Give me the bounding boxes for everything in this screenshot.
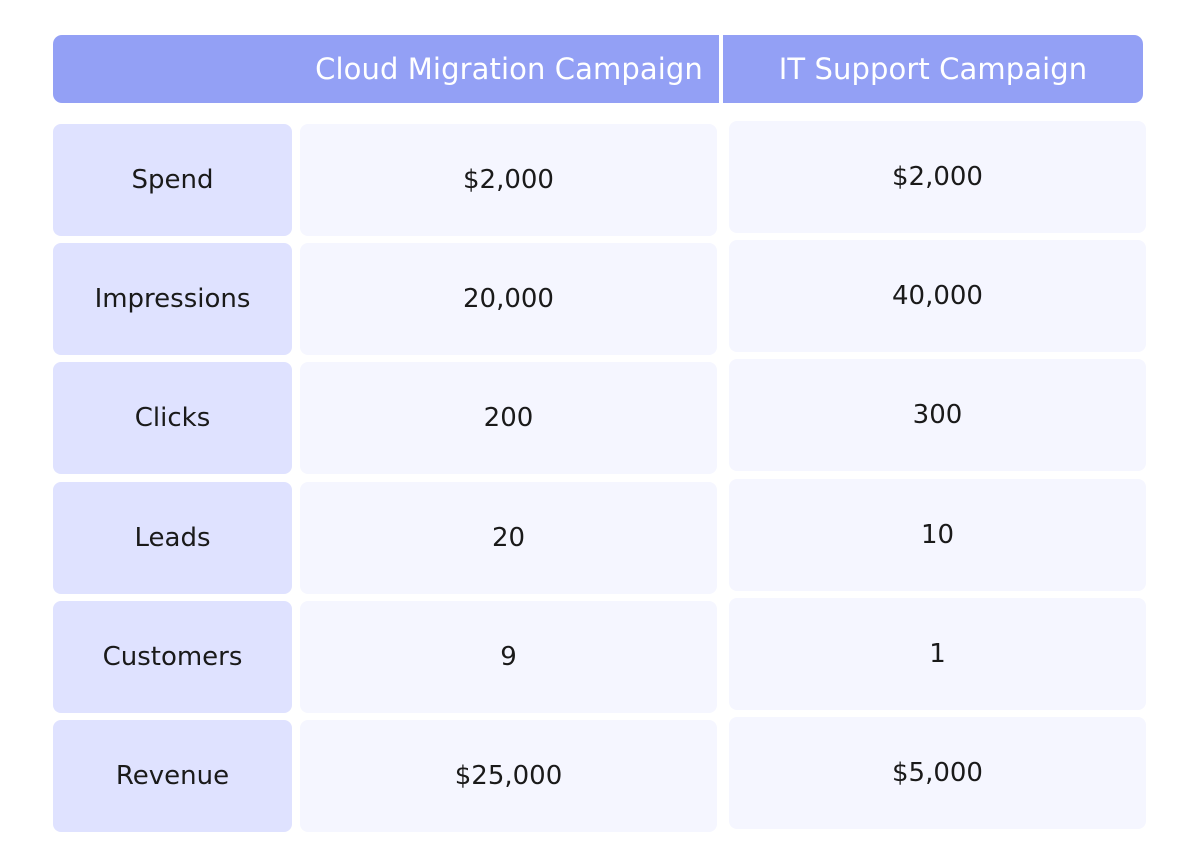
row-label-revenue: Revenue (53, 720, 292, 832)
cell-cloud-migration-clicks: 200 (300, 362, 717, 474)
cell-cloud-migration-spend: $2,000 (300, 124, 717, 236)
cell-it-support-revenue: $5,000 (729, 717, 1146, 829)
cell-cloud-migration-impressions: 20,000 (300, 243, 717, 355)
row-label-spend: Spend (53, 124, 292, 236)
row-label-clicks: Clicks (53, 362, 292, 474)
cell-it-support-customers: 1 (729, 598, 1146, 710)
cell-cloud-migration-leads: 20 (300, 482, 717, 594)
cell-cloud-migration-revenue: $25,000 (300, 720, 717, 832)
row-label-leads: Leads (53, 482, 292, 594)
header-divider (719, 35, 723, 103)
cell-cloud-migration-customers: 9 (300, 601, 717, 713)
column-header-cloud-migration: Cloud Migration Campaign (315, 52, 703, 86)
column-header-it-support: IT Support Campaign (778, 52, 1088, 86)
row-label-customers: Customers (53, 601, 292, 713)
cell-it-support-impressions: 40,000 (729, 240, 1146, 352)
cell-it-support-leads: 10 (729, 479, 1146, 591)
cell-it-support-clicks: 300 (729, 359, 1146, 471)
cell-it-support-spend: $2,000 (729, 121, 1146, 233)
row-label-impressions: Impressions (53, 243, 292, 355)
table-header: Cloud Migration Campaign IT Support Camp… (53, 35, 1143, 103)
